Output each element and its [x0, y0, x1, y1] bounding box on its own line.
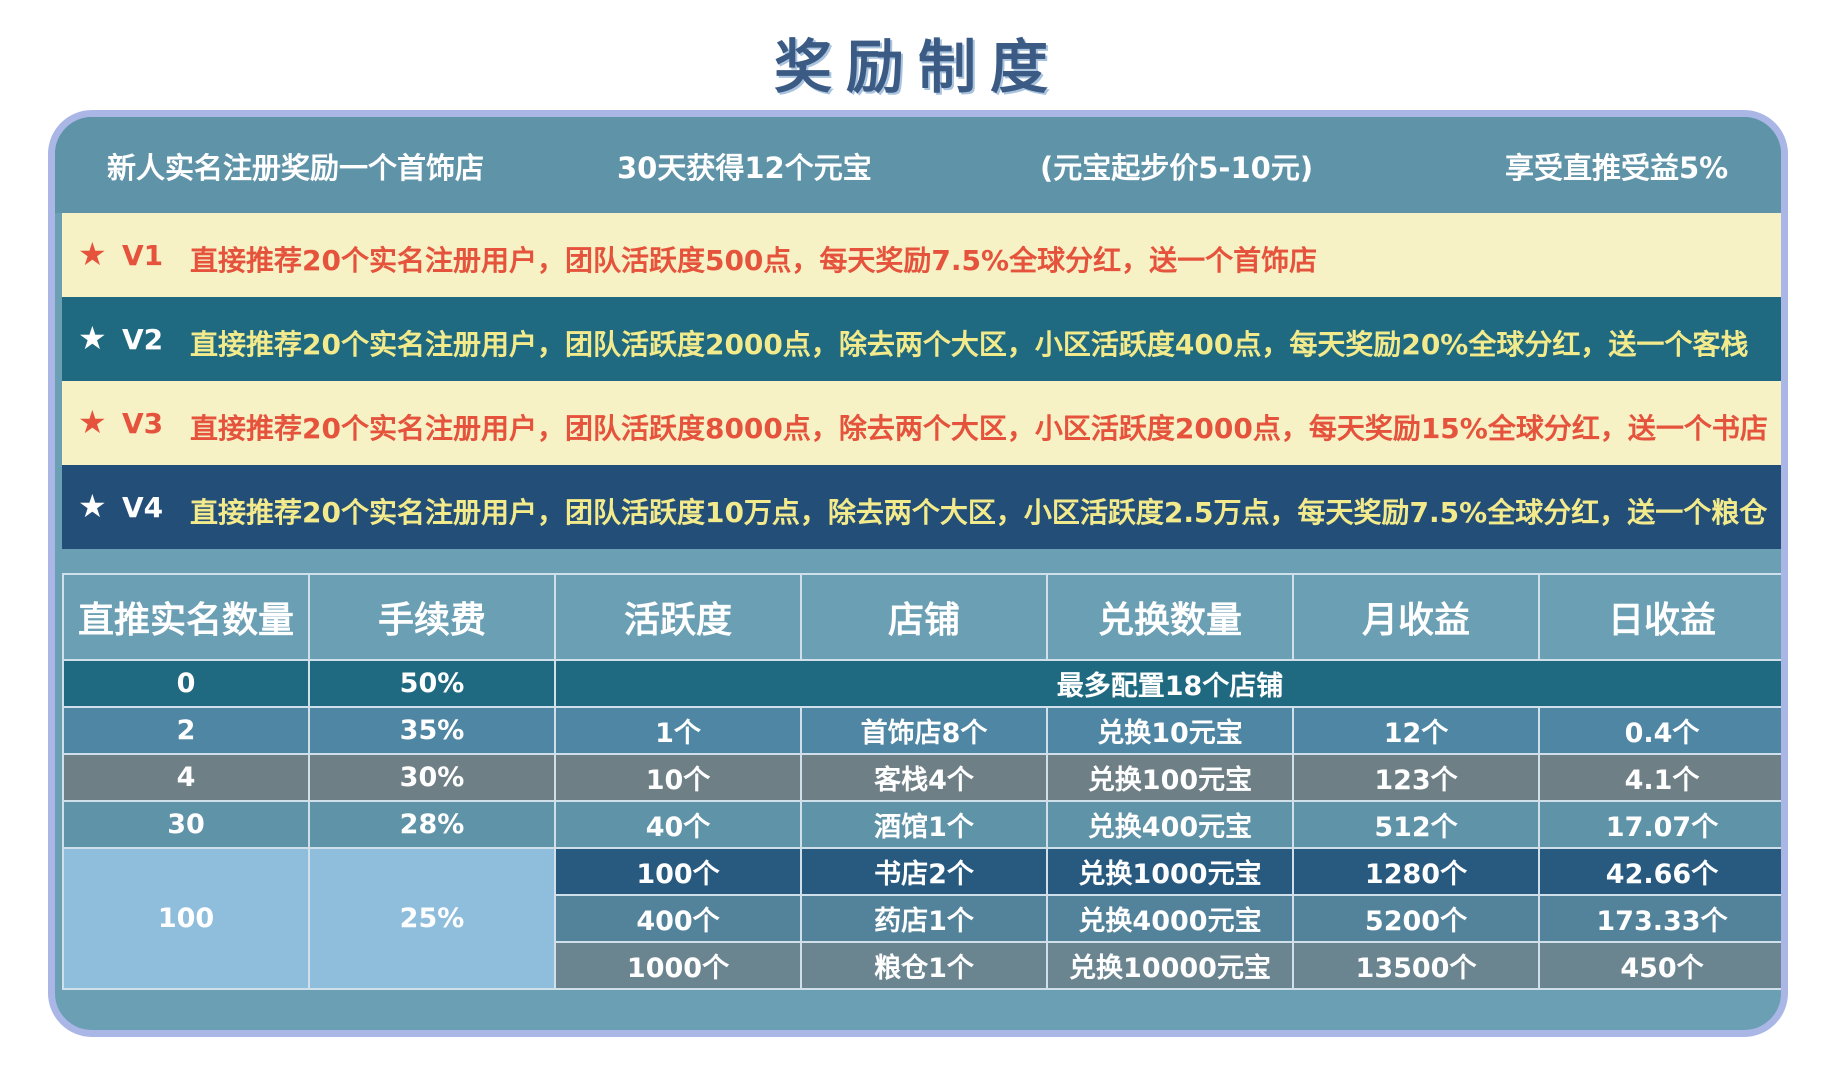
- cell-daily: 4.1个: [1538, 753, 1781, 802]
- level-desc: 直接推荐20个实名注册用户，团队活跃度8000点，除去两个大区，小区活跃度200…: [190, 412, 1768, 445]
- cell-activity: 100个: [554, 847, 802, 896]
- cell-daily: 173.33个: [1538, 894, 1781, 943]
- level-desc: 直接推荐20个实名注册用户，团队活跃度500点，每天奖励7.5%全球分红，送一个…: [190, 244, 1318, 277]
- cell-count: 0: [62, 659, 310, 708]
- level-desc: 直接推荐20个实名注册用户，团队活跃度10万点，除去两个大区，小区活跃度2.5万…: [190, 496, 1768, 529]
- header-fee: 手续费: [308, 573, 556, 661]
- cell-monthly: 123个: [1292, 753, 1540, 802]
- cell-exchange: 兑换1000元宝: [1046, 847, 1294, 896]
- level-label: V1: [122, 239, 164, 272]
- cell-monthly: 1280个: [1292, 847, 1540, 896]
- cell-daily: 450个: [1538, 941, 1781, 990]
- cell-shop: 客栈4个: [800, 753, 1048, 802]
- cell-shop: 首饰店8个: [800, 706, 1048, 755]
- star-icon: ★: [78, 319, 107, 357]
- cell-exchange: 兑换4000元宝: [1046, 894, 1294, 943]
- level-desc: 直接推荐20个实名注册用户，团队活跃度2000点，除去两个大区，小区活跃度400…: [190, 328, 1749, 361]
- ingot-price: (元宝起步价5-10元): [1040, 151, 1314, 185]
- cell-exchange: 兑换10元宝: [1046, 706, 1294, 755]
- table-row: 30 28% 40个 酒馆1个 兑换400元宝 512个 17.07个: [62, 800, 1781, 849]
- cell-activity: 1000个: [554, 941, 802, 990]
- table-row: 400个 药店1个 兑换4000元宝 5200个 173.33个: [63, 894, 1781, 943]
- table-row: 100 25% 100个 书店2个 兑换1000元宝 1280个 42.66个: [62, 847, 1781, 990]
- level-row-v1: ★ V1 直接推荐20个实名注册用户，团队活跃度500点，每天奖励7.5%全球分…: [62, 213, 1781, 297]
- cell-exchange: 兑换100元宝: [1046, 753, 1294, 802]
- header-activity: 活跃度: [554, 573, 802, 661]
- cell-shop: 粮仓1个: [800, 941, 1048, 990]
- cell-shop: 药店1个: [800, 894, 1048, 943]
- cell-fee: 25%: [308, 847, 556, 990]
- cell-fee: 35%: [308, 706, 556, 755]
- cell-monthly: 5200个: [1292, 894, 1540, 943]
- page-title: 奖励制度: [773, 33, 1062, 101]
- star-icon: ★: [78, 403, 107, 441]
- newcomer-reward: 新人实名注册奖励一个首饰店: [107, 151, 485, 185]
- cell-fee: 50%: [308, 659, 556, 708]
- level-row-v3: ★ V3 直接推荐20个实名注册用户，团队活跃度8000点，除去两个大区，小区活…: [62, 381, 1781, 465]
- cell-shop: 书店2个: [800, 847, 1048, 896]
- cell-monthly: 512个: [1292, 800, 1540, 849]
- cell-note: 最多配置18个店铺: [554, 659, 1781, 708]
- cell-count: 30: [62, 800, 310, 849]
- cell-activity: 10个: [554, 753, 802, 802]
- cell-activity: 40个: [554, 800, 802, 849]
- cell-activity: 1个: [554, 706, 802, 755]
- table-row: 0 50% 最多配置18个店铺: [62, 659, 1781, 708]
- cell-count: 2: [62, 706, 310, 755]
- header-daily: 日收益: [1538, 573, 1781, 661]
- cell-count: 4: [62, 753, 310, 802]
- referral-benefit: 享受直推受益5%: [1505, 151, 1729, 185]
- table-row: 1000个 粮仓1个 兑换10000元宝 13500个 450个: [63, 941, 1781, 990]
- cell-fee: 30%: [308, 753, 556, 802]
- header-monthly: 月收益: [1292, 573, 1540, 661]
- level-row-v4: ★ V4 直接推荐20个实名注册用户，团队活跃度10万点，除去两个大区，小区活跃…: [62, 465, 1781, 549]
- table-row: 2 35% 1个 首饰店8个 兑换10元宝 12个 0.4个: [62, 706, 1781, 755]
- cell-exchange: 兑换10000元宝: [1046, 941, 1294, 990]
- table-row: 4 30% 10个 客栈4个 兑换100元宝 123个 4.1个: [62, 753, 1781, 802]
- reward-panel: 新人实名注册奖励一个首饰店 30天获得12个元宝 (元宝起步价5-10元) 享受…: [48, 110, 1788, 1037]
- ingot-reward: 30天获得12个元宝: [617, 151, 872, 185]
- level-label: V4: [122, 491, 164, 524]
- cell-monthly: 13500个: [1292, 941, 1540, 990]
- cell-daily: 17.07个: [1538, 800, 1781, 849]
- cell-shop: 酒馆1个: [800, 800, 1048, 849]
- cell-daily: 42.66个: [1538, 847, 1781, 896]
- cell-daily: 0.4个: [1538, 706, 1781, 755]
- header-exchange: 兑换数量: [1046, 573, 1294, 661]
- level-label: V2: [122, 323, 164, 356]
- cell-fee: 28%: [308, 800, 556, 849]
- level-label: V3: [122, 407, 164, 440]
- header-referral-count: 直推实名数量: [62, 573, 310, 661]
- level-row-v2: ★ V2 直接推荐20个实名注册用户，团队活跃度2000点，除去两个大区，小区活…: [62, 297, 1781, 381]
- cell-exchange: 兑换400元宝: [1046, 800, 1294, 849]
- cell-count: 100: [62, 847, 310, 990]
- cell-activity: 400个: [554, 894, 802, 943]
- table-header-row: 直推实名数量 手续费 活跃度 店铺 兑换数量 月收益 日收益: [62, 573, 1781, 661]
- top-info-bar: 新人实名注册奖励一个首饰店 30天获得12个元宝 (元宝起步价5-10元) 享受…: [55, 117, 1781, 213]
- header-shop: 店铺: [800, 573, 1048, 661]
- cell-monthly: 12个: [1292, 706, 1540, 755]
- reward-table: 直推实名数量 手续费 活跃度 店铺 兑换数量 月收益 日收益 0 50% 最多配…: [62, 573, 1781, 990]
- star-icon: ★: [78, 487, 107, 525]
- star-icon: ★: [78, 235, 107, 273]
